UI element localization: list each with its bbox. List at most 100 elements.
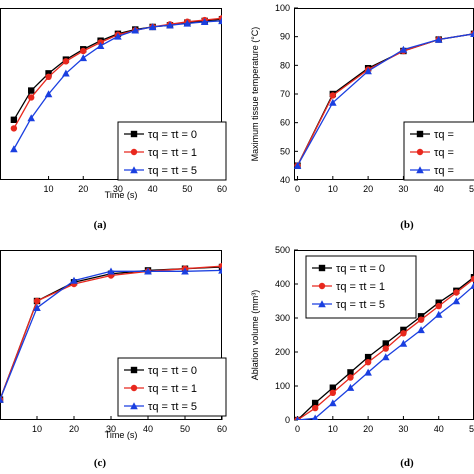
data-point bbox=[28, 87, 35, 94]
x-tick-label: 40 bbox=[148, 184, 158, 194]
legend-label: τq = τt = 0 bbox=[336, 263, 385, 275]
legend-label: τq = τt = 0 bbox=[148, 365, 197, 377]
x-axis-label: Time (s) bbox=[105, 190, 138, 200]
x-tick-label: 10 bbox=[44, 184, 54, 194]
legend-label: τq = bbox=[434, 165, 454, 177]
y-tick-label: 60 bbox=[280, 118, 290, 128]
legend: τq = τt = 0 τq = τt = 1 τq = τt = 5 bbox=[117, 121, 227, 181]
plot-frame bbox=[0, 8, 222, 180]
legend-marker bbox=[416, 166, 424, 174]
plot-area bbox=[10, 15, 222, 153]
x-tick-label: 30 bbox=[113, 184, 123, 194]
data-point bbox=[470, 275, 474, 283]
data-point bbox=[453, 289, 460, 296]
y-tick-label: 400 bbox=[275, 279, 290, 289]
data-point bbox=[28, 94, 35, 101]
x-tick-label: 10 bbox=[32, 424, 42, 434]
x-tick-label: 50 bbox=[182, 184, 192, 194]
data-point bbox=[27, 114, 36, 122]
legend-label: τq = τt = 0 bbox=[148, 129, 197, 141]
data-point bbox=[417, 326, 425, 334]
data-point bbox=[364, 359, 372, 366]
data-point bbox=[10, 116, 18, 123]
plot-area bbox=[294, 30, 474, 169]
panel-label: (a) bbox=[94, 219, 107, 231]
y-axis-label: Maximum tissue temperature (°C) bbox=[250, 27, 260, 162]
x-tick-label: 5 bbox=[469, 424, 474, 434]
data-point bbox=[148, 23, 157, 31]
data-point bbox=[329, 92, 337, 99]
x-tick-label: 60 bbox=[217, 184, 227, 194]
data-point bbox=[400, 326, 407, 334]
data-point bbox=[62, 69, 70, 77]
x-tick-label: 20 bbox=[363, 184, 373, 194]
data-point bbox=[96, 42, 105, 50]
x-tick-label: 50 bbox=[180, 424, 190, 434]
legend-label: τq = τt = 1 bbox=[336, 281, 385, 293]
x-tick-label: 40 bbox=[434, 424, 444, 434]
data-point bbox=[470, 30, 474, 37]
x-tick-label: 40 bbox=[143, 424, 153, 434]
data-point bbox=[329, 98, 337, 106]
x-tick-label: 0 bbox=[295, 424, 300, 434]
x-tick-label: 30 bbox=[106, 424, 116, 434]
data-point bbox=[312, 414, 319, 420]
data-point bbox=[79, 54, 88, 62]
x-tick-label: 20 bbox=[78, 184, 88, 194]
panel-label: (b) bbox=[400, 219, 414, 231]
legend-label: τq = bbox=[434, 147, 454, 159]
data-point bbox=[311, 399, 319, 407]
y-tick-label: 100 bbox=[275, 381, 290, 391]
legend: τq = τt = 0 τq = τt = 1 τq = τt = 5 bbox=[305, 255, 417, 319]
data-point bbox=[382, 345, 389, 352]
legend-label: τq = τt = 5 bbox=[148, 165, 197, 177]
data-point bbox=[10, 125, 18, 132]
legend-marker bbox=[318, 300, 326, 308]
y-tick-label: 90 bbox=[280, 32, 290, 42]
data-point bbox=[329, 389, 337, 396]
data-point bbox=[62, 58, 70, 65]
legend-marker bbox=[130, 166, 138, 174]
legend-marker bbox=[318, 282, 326, 290]
data-point bbox=[399, 339, 408, 347]
y-tick-label: 500 bbox=[275, 245, 290, 255]
data-point bbox=[347, 369, 354, 376]
data-point bbox=[417, 313, 425, 320]
legend-marker bbox=[416, 130, 424, 138]
data-point bbox=[329, 384, 337, 391]
x-tick-label: 60 bbox=[217, 424, 227, 434]
x-tick-label: 40 bbox=[434, 184, 444, 194]
legend-marker bbox=[130, 366, 138, 374]
y-tick-label: 300 bbox=[275, 313, 290, 323]
x-tick-label: 30 bbox=[398, 184, 408, 194]
legend-label: τq = τt = 1 bbox=[148, 383, 197, 395]
data-point bbox=[0, 395, 4, 403]
legend-marker bbox=[130, 130, 138, 138]
data-point bbox=[346, 383, 355, 391]
x-tick-label: 5 bbox=[469, 184, 474, 194]
legend-marker bbox=[130, 402, 138, 410]
data-point bbox=[294, 161, 302, 169]
data-point bbox=[10, 145, 18, 153]
legend-marker bbox=[416, 148, 424, 156]
legend-marker bbox=[318, 264, 326, 272]
legend: τq = τt = 0 τq = τt = 1 τq = τt = 5 bbox=[117, 357, 227, 417]
data-point bbox=[295, 416, 300, 420]
y-tick-label: 50 bbox=[280, 146, 290, 156]
data-point bbox=[435, 299, 442, 306]
data-point bbox=[470, 281, 474, 289]
y-tick-label: 200 bbox=[275, 347, 290, 357]
data-point bbox=[33, 297, 41, 305]
y-tick-label: 0 bbox=[285, 415, 290, 425]
data-point bbox=[45, 73, 52, 81]
data-point bbox=[417, 316, 425, 323]
panel-label: (c) bbox=[94, 457, 107, 469]
data-point bbox=[144, 267, 152, 275]
data-point bbox=[200, 17, 209, 25]
data-point bbox=[364, 353, 372, 361]
legend-label: τq = τt = 1 bbox=[148, 147, 197, 159]
data-point bbox=[381, 353, 390, 361]
data-point bbox=[400, 330, 407, 337]
